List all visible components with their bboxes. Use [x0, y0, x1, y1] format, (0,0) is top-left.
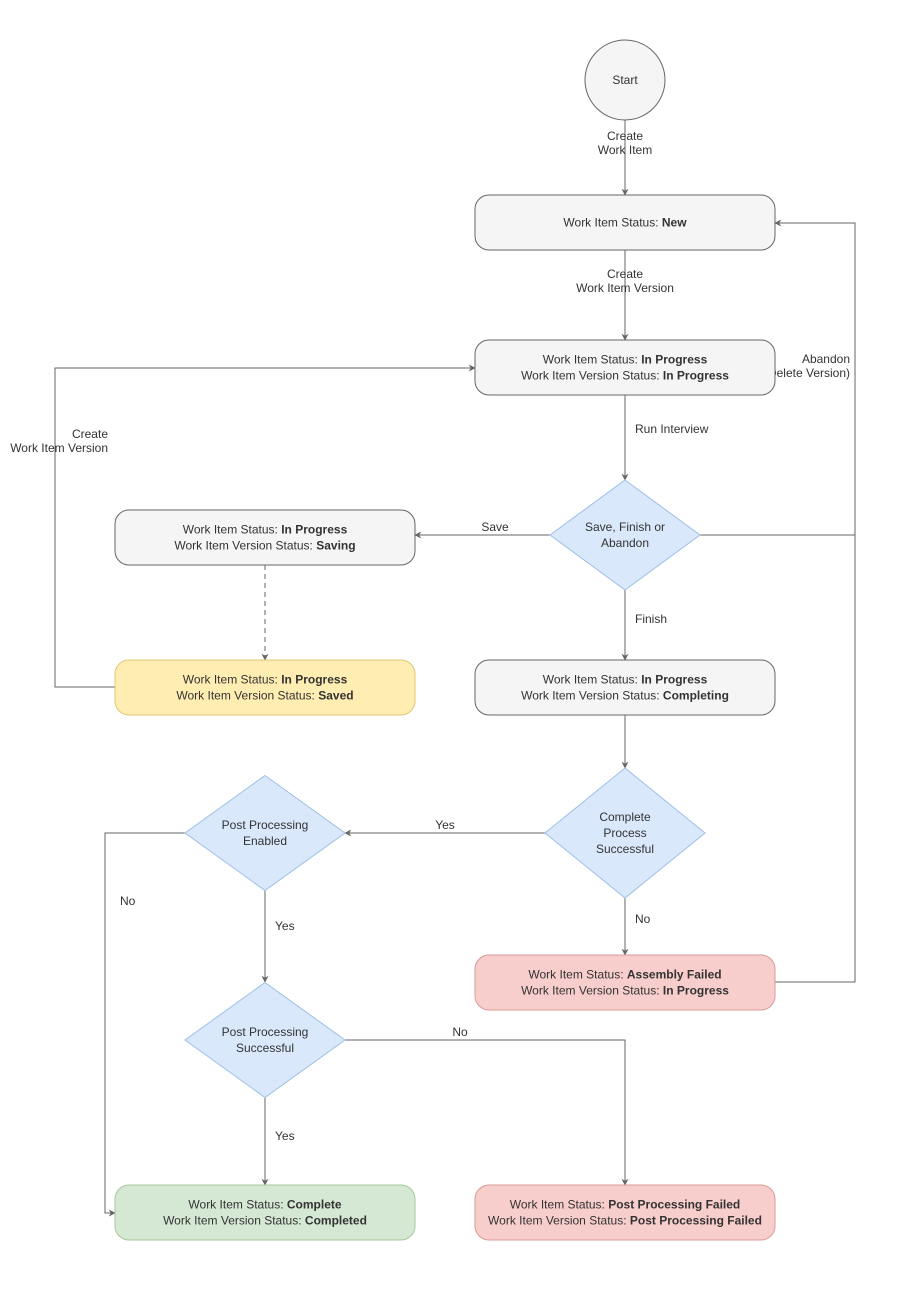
node-complete [115, 1185, 415, 1240]
node-text: Work Item Version Status: In Progress [521, 984, 729, 998]
node-text: Post Processing [222, 1025, 309, 1039]
node-text: Work Item Version Status: Completed [163, 1214, 367, 1228]
edge-label: Save [481, 520, 509, 534]
node-text: Work Item Status: In Progress [543, 673, 708, 687]
edge-label: No [452, 1025, 468, 1039]
node-text: Complete [599, 810, 651, 824]
node-text: Work Item Status: In Progress [183, 673, 348, 687]
node-completing [475, 660, 775, 715]
node-text: Work Item Status: In Progress [543, 353, 708, 367]
edge-label: Create [607, 129, 643, 143]
node-text: Enabled [243, 834, 287, 848]
node-text: Successful [596, 842, 654, 856]
node-assemblyfailed [475, 955, 775, 1010]
node-text: Work Item Status: Post Processing Failed [510, 1198, 741, 1212]
node-text: Work Item Status: In Progress [183, 523, 348, 537]
edge-label: Yes [275, 1129, 295, 1143]
node-text: Work Item Status: New [563, 216, 687, 230]
node-text: Abandon [601, 536, 649, 550]
edge-label: Work Item Version [10, 441, 108, 455]
node-text: Work Item Version Status: Post Processin… [488, 1214, 762, 1228]
node-text: Start [612, 73, 638, 87]
node-text: Work Item Version Status: In Progress [521, 369, 729, 383]
node-saved [115, 660, 415, 715]
node-decision3 [185, 776, 345, 891]
edge-label: Finish [635, 612, 667, 626]
edge-label: Run Interview [635, 422, 709, 436]
node-text: Work Item Version Status: Saved [176, 689, 353, 703]
node-inprogress [475, 340, 775, 395]
node-text: Successful [236, 1041, 294, 1055]
node-text: Post Processing [222, 818, 309, 832]
edge-label: (Delete Version) [764, 366, 850, 380]
edge-label: Work Item [598, 143, 652, 157]
edge [345, 1040, 625, 1185]
node-text: Work Item Version Status: Completing [521, 689, 729, 703]
node-text: Save, Finish or [585, 520, 665, 534]
flowchart-canvas: CreateWork ItemCreateWork Item VersionRu… [0, 0, 900, 1300]
edge-label: Yes [435, 818, 455, 832]
edge-label: Create [607, 267, 643, 281]
edge-label: No [120, 894, 136, 908]
node-text: Process [603, 826, 646, 840]
node-text: Work Item Status: Assembly Failed [528, 968, 721, 982]
node-text: Work Item Status: Complete [188, 1198, 341, 1212]
edge-label: Work Item Version [576, 281, 674, 295]
node-text: Work Item Version Status: Saving [174, 539, 355, 553]
edge-label: No [635, 912, 651, 926]
edge-label: Abandon [802, 352, 850, 366]
edge-label: Yes [275, 919, 295, 933]
node-ppfailed [475, 1185, 775, 1240]
edge [775, 223, 855, 982]
node-decision1 [550, 480, 700, 590]
edge [105, 833, 185, 1213]
node-decision4 [185, 983, 345, 1098]
node-saving [115, 510, 415, 565]
edge-label: Create [72, 427, 108, 441]
